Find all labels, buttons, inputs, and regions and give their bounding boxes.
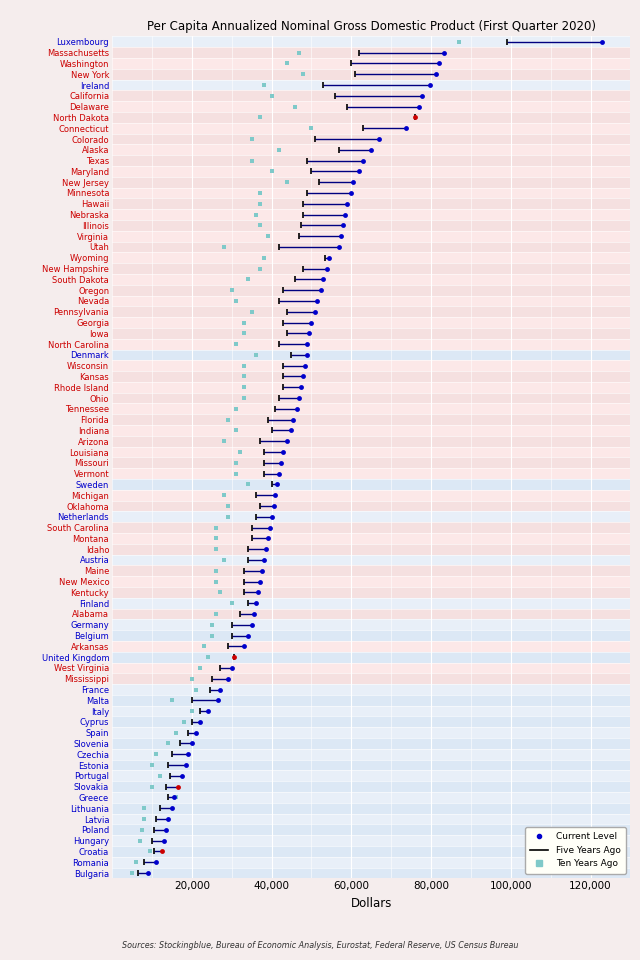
Bar — [112, 792, 630, 803]
Bar — [112, 382, 630, 393]
Bar — [112, 306, 630, 317]
Bar — [112, 695, 630, 706]
Bar — [112, 317, 630, 328]
Bar — [112, 803, 630, 814]
Bar — [112, 69, 630, 80]
Text: Sources: Stockingblue, Bureau of Economic Analysis, Eurostat, Federal Reserve, U: Sources: Stockingblue, Bureau of Economi… — [122, 942, 518, 950]
Bar — [112, 857, 630, 868]
Title: Per Capita Annualized Nominal Gross Domestic Product (First Quarter 2020): Per Capita Annualized Nominal Gross Dome… — [147, 19, 596, 33]
Bar — [112, 101, 630, 112]
Bar — [112, 587, 630, 598]
Bar — [112, 468, 630, 479]
Bar — [112, 112, 630, 123]
Bar — [112, 706, 630, 716]
Bar — [112, 339, 630, 349]
Bar — [112, 759, 630, 771]
Bar — [112, 133, 630, 144]
Legend: Current Level, Five Years Ago, Ten Years Ago: Current Level, Five Years Ago, Ten Years… — [525, 827, 626, 874]
Bar — [112, 349, 630, 360]
Bar — [112, 80, 630, 90]
Bar — [112, 230, 630, 242]
Bar — [112, 825, 630, 835]
Bar — [112, 274, 630, 285]
Bar — [112, 619, 630, 630]
Bar — [112, 58, 630, 69]
Bar — [112, 415, 630, 425]
Bar — [112, 90, 630, 101]
Bar — [112, 47, 630, 58]
X-axis label: Dollars: Dollars — [351, 897, 392, 910]
Bar — [112, 781, 630, 792]
Bar — [112, 652, 630, 662]
Bar — [112, 209, 630, 220]
Bar — [112, 662, 630, 673]
Bar — [112, 36, 630, 47]
Bar — [112, 684, 630, 695]
Bar — [112, 285, 630, 296]
Bar — [112, 641, 630, 652]
Bar — [112, 500, 630, 512]
Bar — [112, 479, 630, 490]
Bar — [112, 458, 630, 468]
Bar — [112, 522, 630, 533]
Bar — [112, 436, 630, 446]
Bar — [112, 565, 630, 576]
Bar — [112, 403, 630, 415]
Bar — [112, 555, 630, 565]
Bar — [112, 835, 630, 846]
Bar — [112, 512, 630, 522]
Bar — [112, 372, 630, 382]
Bar — [112, 220, 630, 230]
Bar — [112, 166, 630, 177]
Bar — [112, 814, 630, 825]
Bar — [112, 156, 630, 166]
Bar — [112, 242, 630, 252]
Bar — [112, 598, 630, 609]
Bar — [112, 177, 630, 187]
Bar — [112, 630, 630, 641]
Bar — [112, 393, 630, 403]
Bar — [112, 846, 630, 857]
Bar — [112, 446, 630, 458]
Bar — [112, 187, 630, 199]
Bar — [112, 673, 630, 684]
Bar — [112, 144, 630, 156]
Bar — [112, 543, 630, 555]
Bar — [112, 199, 630, 209]
Bar — [112, 868, 630, 878]
Bar — [112, 360, 630, 372]
Bar — [112, 263, 630, 274]
Bar — [112, 716, 630, 728]
Bar — [112, 296, 630, 306]
Bar — [112, 738, 630, 749]
Bar — [112, 425, 630, 436]
Bar — [112, 490, 630, 500]
Bar — [112, 609, 630, 619]
Bar — [112, 328, 630, 339]
Bar — [112, 771, 630, 781]
Bar — [112, 533, 630, 543]
Bar — [112, 252, 630, 263]
Bar — [112, 123, 630, 133]
Bar — [112, 749, 630, 759]
Bar — [112, 576, 630, 587]
Bar — [112, 728, 630, 738]
